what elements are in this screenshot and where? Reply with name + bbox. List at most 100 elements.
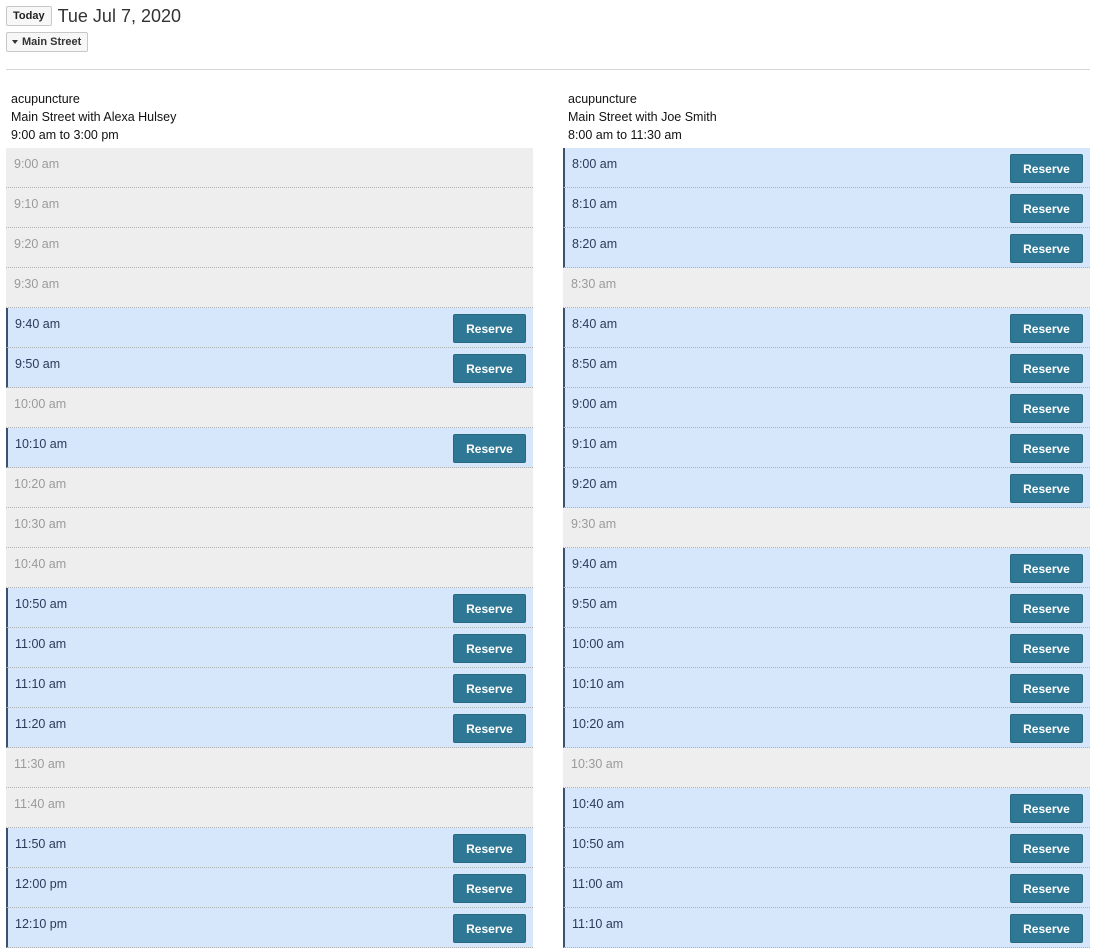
time-slot[interactable]: 10:50 am Reserve bbox=[6, 588, 533, 628]
time-slot[interactable]: 12:10 pm Reserve bbox=[6, 908, 533, 948]
time-slot[interactable]: 9:00 am Reserve bbox=[563, 388, 1090, 428]
slot-time: 9:10 am bbox=[572, 437, 618, 451]
reserve-button[interactable]: Reserve bbox=[1010, 834, 1083, 863]
current-date: Tue Jul 7, 2020 bbox=[57, 6, 181, 26]
reserve-button[interactable]: Reserve bbox=[1010, 154, 1083, 183]
reserve-button[interactable]: Reserve bbox=[453, 714, 526, 743]
slot-time: 12:10 pm bbox=[15, 917, 68, 931]
provider-hours: 9:00 am to 3:00 pm bbox=[11, 128, 119, 142]
slot-time: 9:30 am bbox=[571, 517, 617, 531]
slot-time: 11:10 am bbox=[15, 677, 67, 691]
time-slot[interactable]: 8:10 am Reserve bbox=[563, 188, 1090, 228]
time-slot[interactable]: 8:50 am Reserve bbox=[563, 348, 1090, 388]
toolbar: Today Tue Jul 7, 2020 Main Street bbox=[6, 5, 1090, 52]
reserve-button[interactable]: Reserve bbox=[1010, 314, 1083, 343]
slot-time: 11:00 am bbox=[572, 877, 624, 891]
reserve-button[interactable]: Reserve bbox=[1010, 394, 1083, 423]
time-slot[interactable]: 10:10 am Reserve bbox=[6, 428, 533, 468]
slot-time: 10:30 am bbox=[571, 757, 624, 771]
slot-time: 9:30 am bbox=[14, 277, 60, 291]
slot-time: 11:30 am bbox=[14, 757, 66, 771]
reserve-button[interactable]: Reserve bbox=[1010, 554, 1083, 583]
toolbar-row-location: Main Street bbox=[6, 32, 1090, 52]
time-slot[interactable]: 10:40 am Reserve bbox=[563, 788, 1090, 828]
slot-time: 9:10 am bbox=[14, 197, 60, 211]
reserve-button[interactable]: Reserve bbox=[453, 834, 526, 863]
reserve-button[interactable]: Reserve bbox=[1010, 474, 1083, 503]
reserve-button[interactable]: Reserve bbox=[453, 674, 526, 703]
slot-time: 10:50 am bbox=[15, 597, 68, 611]
slot-time: 11:10 am bbox=[572, 917, 624, 931]
reserve-button[interactable]: Reserve bbox=[453, 634, 526, 663]
toolbar-divider bbox=[6, 69, 1090, 70]
slot-time: 9:40 am bbox=[572, 557, 618, 571]
time-slot[interactable]: 9:10 am Reserve bbox=[563, 428, 1090, 468]
time-slot[interactable]: 8:00 am Reserve bbox=[563, 148, 1090, 188]
reserve-button[interactable]: Reserve bbox=[1010, 874, 1083, 903]
slot-list: 8:00 am Reserve 8:10 am Reserve 8:20 am Reser… bbox=[563, 148, 1090, 948]
slot-time: 10:00 am bbox=[14, 397, 67, 411]
time-slot[interactable]: 10:10 am Reserve bbox=[563, 668, 1090, 708]
time-slot[interactable]: 10:20 am Reserve bbox=[563, 708, 1090, 748]
time-slot: 10:30 am bbox=[563, 748, 1090, 788]
reserve-button[interactable]: Reserve bbox=[1010, 434, 1083, 463]
time-slot[interactable]: 9:50 am Reserve bbox=[6, 348, 533, 388]
time-slot[interactable]: 10:50 am Reserve bbox=[563, 828, 1090, 868]
slot-time: 10:00 am bbox=[572, 637, 625, 651]
time-slot[interactable]: 9:40 am Reserve bbox=[563, 548, 1090, 588]
time-slot: 10:20 am bbox=[6, 468, 533, 508]
reserve-button[interactable]: Reserve bbox=[453, 354, 526, 383]
slot-time: 8:20 am bbox=[572, 237, 618, 251]
provider-header: acupuncture Main Street with Alexa Hulse… bbox=[6, 86, 533, 148]
reserve-button[interactable]: Reserve bbox=[453, 434, 526, 463]
time-slot: 11:40 am bbox=[6, 788, 533, 828]
time-slot[interactable]: 9:50 am Reserve bbox=[563, 588, 1090, 628]
time-slot: 9:30 am bbox=[563, 508, 1090, 548]
slot-time: 8:30 am bbox=[571, 277, 617, 291]
time-slot[interactable]: 12:00 pm Reserve bbox=[6, 868, 533, 908]
reserve-button[interactable]: Reserve bbox=[1010, 674, 1083, 703]
reserve-button[interactable]: Reserve bbox=[1010, 914, 1083, 943]
reserve-button[interactable]: Reserve bbox=[1010, 354, 1083, 383]
time-slot[interactable]: 11:50 am Reserve bbox=[6, 828, 533, 868]
location-dropdown[interactable]: Main Street bbox=[6, 32, 89, 52]
today-button[interactable]: Today bbox=[6, 6, 52, 26]
service-name: acupuncture bbox=[11, 92, 80, 106]
reserve-button[interactable]: Reserve bbox=[1010, 594, 1083, 623]
time-slot: 11:30 am bbox=[6, 748, 533, 788]
time-slot[interactable]: 9:40 am Reserve bbox=[6, 308, 533, 348]
slot-time: 9:50 am bbox=[572, 597, 618, 611]
reserve-button[interactable]: Reserve bbox=[453, 314, 526, 343]
reserve-button[interactable]: Reserve bbox=[453, 874, 526, 903]
time-slot[interactable]: 8:40 am Reserve bbox=[563, 308, 1090, 348]
slot-time: 10:10 am bbox=[15, 437, 68, 451]
reserve-button[interactable]: Reserve bbox=[1010, 194, 1083, 223]
reserve-button[interactable]: Reserve bbox=[1010, 634, 1083, 663]
slot-time: 11:50 am bbox=[15, 837, 67, 851]
time-slot: 9:30 am bbox=[6, 268, 533, 308]
time-slot[interactable]: 11:10 am Reserve bbox=[6, 668, 533, 708]
provider-header: acupuncture Main Street with Joe Smith 8… bbox=[563, 86, 1090, 148]
reserve-button[interactable]: Reserve bbox=[453, 914, 526, 943]
time-slot[interactable]: 9:20 am Reserve bbox=[563, 468, 1090, 508]
slot-time: 9:00 am bbox=[14, 157, 60, 171]
time-slot[interactable]: 11:00 am Reserve bbox=[6, 628, 533, 668]
provider-hours: 8:00 am to 11:30 am bbox=[568, 128, 682, 142]
time-slot[interactable]: 11:10 am Reserve bbox=[563, 908, 1090, 948]
reserve-button[interactable]: Reserve bbox=[1010, 714, 1083, 743]
time-slot: 10:30 am bbox=[6, 508, 533, 548]
time-slot[interactable]: 11:20 am Reserve bbox=[6, 708, 533, 748]
reserve-button[interactable]: Reserve bbox=[1010, 794, 1083, 823]
service-name: acupuncture bbox=[568, 92, 637, 106]
time-slot[interactable]: 10:00 am Reserve bbox=[563, 628, 1090, 668]
reserve-button[interactable]: Reserve bbox=[453, 594, 526, 623]
slot-time: 8:50 am bbox=[572, 357, 618, 371]
caret-down-icon bbox=[12, 40, 18, 44]
provider-name: Main Street with Alexa Hulsey bbox=[11, 110, 177, 124]
slot-time: 10:10 am bbox=[572, 677, 625, 691]
location-label: Main Street bbox=[22, 36, 82, 48]
time-slot[interactable]: 8:20 am Reserve bbox=[563, 228, 1090, 268]
time-slot[interactable]: 11:00 am Reserve bbox=[563, 868, 1090, 908]
time-slot: 10:00 am bbox=[6, 388, 533, 428]
reserve-button[interactable]: Reserve bbox=[1010, 234, 1083, 263]
